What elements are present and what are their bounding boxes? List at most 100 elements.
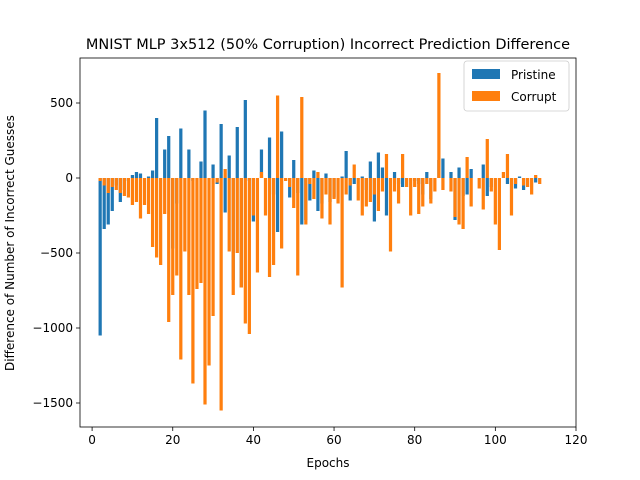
corrupt-bar [368, 178, 372, 202]
corrupt-bar [437, 73, 441, 178]
corrupt-bar [179, 178, 183, 360]
pristine-bar [134, 172, 139, 178]
corrupt-bar [481, 178, 485, 210]
corrupt-bar [259, 172, 264, 178]
corrupt-bar [199, 178, 203, 283]
pristine-bar [187, 149, 191, 178]
corrupt-bar [167, 178, 171, 322]
corrupt-bar [150, 178, 155, 247]
corrupt-bar [296, 178, 300, 276]
y-tick-label: 500 [50, 96, 73, 110]
corrupt-bar [501, 172, 506, 178]
corrupt-bar [312, 178, 316, 199]
pristine-bar [352, 178, 356, 184]
corrupt-bar [211, 178, 215, 316]
corrupt-bar [344, 178, 348, 195]
corrupt-bar [231, 178, 235, 295]
corrupt-bar [380, 178, 385, 192]
corrupt-bar [280, 178, 284, 249]
corrupt-bar [405, 178, 409, 187]
pristine-bar [167, 136, 171, 178]
pristine-bar [348, 178, 352, 201]
corrupt-bar [106, 178, 110, 193]
pristine-bar [110, 178, 114, 211]
legend-swatch-corrupt [472, 91, 500, 101]
pristine-bar [223, 178, 227, 213]
pristine-bar [150, 170, 155, 178]
corrupt-bar [453, 178, 457, 217]
pristine-bar [259, 149, 264, 178]
corrupt-bar [207, 178, 211, 366]
pristine-bar [138, 173, 143, 178]
legend: Pristine Corrupt [463, 60, 570, 112]
corrupt-bar [203, 178, 207, 405]
corrupt-bar [493, 178, 497, 225]
legend-label-pristine: Pristine [511, 68, 556, 82]
corrupt-bar [122, 178, 126, 196]
corrupt-bar [376, 178, 381, 211]
corrupt-bar [328, 178, 332, 225]
pristine-bar [441, 158, 445, 178]
corrupt-bar [288, 178, 292, 187]
pristine-bar [235, 127, 239, 178]
corrupt-bar [497, 178, 501, 250]
pristine-bar [517, 176, 522, 178]
y-tick-label: −1500 [32, 396, 73, 410]
corrupt-bar [163, 178, 167, 214]
pristine-bar [400, 178, 405, 187]
corrupt-bar [425, 178, 429, 184]
corrupt-bar [400, 154, 405, 178]
corrupt-bar [372, 178, 376, 195]
corrupt-bar [171, 178, 175, 295]
pristine-bar [344, 151, 348, 178]
corrupt-bar [187, 178, 191, 295]
corrupt-bar [235, 178, 239, 253]
corrupt-bar [292, 178, 296, 208]
corrupt-bar [332, 178, 336, 199]
pristine-bar [340, 176, 344, 178]
corrupt-bar [396, 178, 401, 204]
x-tick-label: 80 [407, 433, 422, 447]
corrupt-bar [421, 178, 425, 207]
corrupt-bar [485, 139, 489, 178]
corrupt-bar [457, 178, 461, 225]
corrupt-bar [477, 178, 481, 189]
corrupt-bars [98, 73, 542, 411]
corrupt-bar [360, 178, 364, 216]
corrupt-bar [227, 178, 231, 252]
x-tick-label: 20 [165, 433, 180, 447]
y-tick-label: −1000 [32, 321, 73, 335]
corrupt-bar [126, 178, 131, 198]
pristine-bar [155, 118, 159, 178]
pristine-bar [106, 178, 110, 225]
pristine-bar [312, 170, 316, 178]
corrupt-bar [98, 178, 102, 181]
y-tick-label: −500 [40, 246, 73, 260]
corrupt-bar [433, 178, 437, 192]
x-tick-label: 100 [484, 433, 507, 447]
pristine-bar [292, 160, 296, 178]
pristine-bar [465, 178, 469, 195]
corrupt-bar [155, 178, 159, 258]
y-axis-ticks: −1500 −1000 −500 0 500 [32, 96, 80, 410]
corrupt-bar [538, 178, 542, 184]
pristine-bar [534, 178, 538, 183]
pristine-bar [308, 178, 312, 201]
chart-title: MNIST MLP 3x512 (50% Corruption) Incorre… [86, 37, 570, 53]
pristine-bar [288, 178, 292, 198]
corrupt-bar [239, 178, 243, 288]
x-tick-label: 60 [326, 433, 341, 447]
corrupt-bar [110, 178, 114, 187]
pristine-bar [505, 178, 510, 184]
pristine-bar [199, 161, 203, 178]
corrupt-bar [255, 178, 260, 273]
corrupt-bar [324, 178, 328, 195]
corrupt-bar [271, 178, 276, 265]
corrupt-bar [284, 178, 288, 181]
pristine-bar [368, 161, 372, 178]
corrupt-bar [340, 178, 344, 288]
x-axis-ticks: 0 20 40 60 80 100 120 [88, 427, 587, 447]
corrupt-bar [336, 178, 340, 204]
corrupt-bar [409, 178, 413, 216]
